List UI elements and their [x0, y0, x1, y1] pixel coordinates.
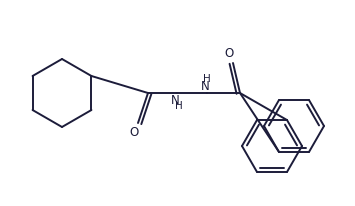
Text: H: H: [175, 101, 183, 111]
Text: H: H: [203, 74, 211, 84]
Text: N: N: [201, 80, 209, 92]
Text: N: N: [171, 94, 179, 107]
Text: O: O: [129, 126, 138, 139]
Text: O: O: [224, 47, 234, 60]
